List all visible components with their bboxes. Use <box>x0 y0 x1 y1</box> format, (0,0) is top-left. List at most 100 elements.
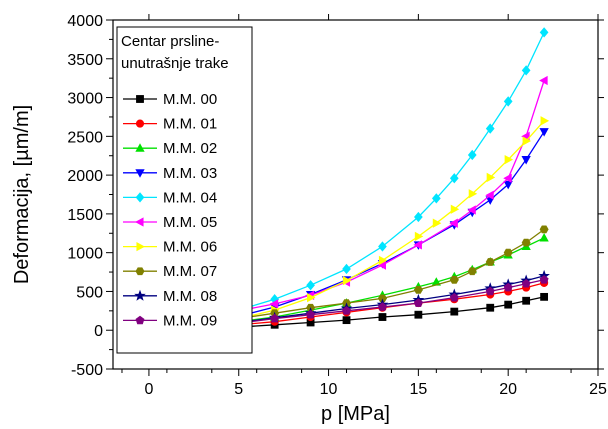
data-point <box>378 313 387 321</box>
data-point <box>503 248 513 257</box>
data-point <box>449 218 458 228</box>
data-point <box>414 310 423 319</box>
data-point <box>270 313 280 323</box>
legend-marker <box>135 119 145 128</box>
data-point <box>540 292 549 301</box>
data-point <box>539 225 549 234</box>
legend-label: M.M. 07 <box>163 263 217 280</box>
data-point <box>449 275 459 284</box>
data-point <box>449 173 459 184</box>
data-point <box>449 292 459 302</box>
legend-item: M.M. 09 <box>123 312 217 329</box>
data-point <box>342 306 351 315</box>
legend-label: M.M. 05 <box>163 214 217 231</box>
legend-item: M.M. 01 <box>123 116 217 133</box>
data-point <box>539 75 548 86</box>
data-point <box>378 255 388 266</box>
data-point <box>521 65 531 76</box>
y-tick-label: 2500 <box>67 129 103 146</box>
legend-item: M.M. 02 <box>123 140 217 157</box>
data-point <box>414 231 424 242</box>
legend-item: M.M. 04 <box>123 189 217 206</box>
data-point <box>539 27 549 38</box>
x-tick-label: 0 <box>144 381 153 398</box>
data-point <box>486 303 495 312</box>
legend-label: M.M. 06 <box>163 239 217 256</box>
data-point <box>468 189 478 199</box>
legend-box <box>116 26 253 354</box>
data-point <box>306 280 315 291</box>
legend-label: M.M. 01 <box>163 116 217 133</box>
axes: 0 5 10 15 20 25 -500 0 500 1000 1500 2000 2500 3000 35… <box>67 13 607 398</box>
series-layer <box>143 27 550 336</box>
y-tick-label: 2000 <box>67 168 103 185</box>
legend-marker <box>136 95 144 103</box>
x-axis-title: p [MPa] <box>321 403 390 425</box>
y-tick-label: -500 <box>71 362 103 379</box>
data-point <box>521 278 531 288</box>
data-point <box>378 241 387 252</box>
data-point <box>521 238 531 247</box>
data-point <box>414 211 423 223</box>
y-tick-label: 3000 <box>67 91 103 108</box>
legend-marker <box>135 169 145 178</box>
data-point <box>467 267 477 276</box>
data-point <box>467 149 477 161</box>
legend-marker <box>135 267 145 276</box>
data-point <box>504 154 514 165</box>
legend-label: M.M. 02 <box>163 140 217 157</box>
data-point <box>503 173 512 183</box>
legend-label: M.M. 09 <box>163 312 217 329</box>
data-point <box>539 232 549 242</box>
y-tick-label: 3500 <box>67 52 103 69</box>
data-point <box>377 302 387 311</box>
data-point <box>269 299 279 309</box>
data-point <box>540 116 550 126</box>
legend-marker <box>135 315 145 325</box>
data-point <box>485 286 495 296</box>
legend-label: M.M. 08 <box>163 288 217 305</box>
data-point <box>503 96 513 107</box>
legend-marker <box>135 192 145 203</box>
data-point <box>485 123 495 134</box>
y-tick-label: 1000 <box>67 246 103 263</box>
data-point <box>342 316 351 325</box>
data-point <box>486 172 496 183</box>
legend-label: M.M. 03 <box>163 165 217 182</box>
data-point <box>432 218 442 228</box>
data-point <box>342 275 352 286</box>
data-point <box>503 180 513 190</box>
data-point <box>504 300 513 309</box>
data-point <box>485 258 495 266</box>
data-point <box>342 263 351 275</box>
data-point <box>485 190 494 200</box>
data-point <box>522 136 532 146</box>
data-point <box>377 294 387 303</box>
y-tick-label: 1500 <box>67 207 103 224</box>
data-point <box>522 296 531 305</box>
legend-title: Centar prsline- <box>121 33 219 50</box>
data-point <box>413 286 423 294</box>
data-point <box>450 204 460 214</box>
x-tick-label: 20 <box>499 381 517 398</box>
data-point <box>306 310 316 319</box>
legend-item: M.M. 00 <box>123 91 217 108</box>
legend-item: M.M. 06 <box>123 239 217 256</box>
y-tick-label: 4000 <box>67 13 103 30</box>
data-point <box>431 193 441 204</box>
legend-title: unutrašnje trake <box>121 55 229 72</box>
data-point <box>450 307 459 316</box>
legend-marker <box>135 217 144 227</box>
data-point <box>307 293 316 303</box>
legend-label: M.M. 00 <box>163 91 217 108</box>
data-point <box>503 282 513 292</box>
y-tick-label: 0 <box>94 323 103 340</box>
legend-marker <box>136 241 145 252</box>
legend-marker <box>134 289 146 301</box>
data-point <box>467 205 476 215</box>
data-point <box>413 298 423 307</box>
y-axis-title: Deformacija, [µm/m] <box>11 105 33 284</box>
y-tick-label: 500 <box>76 284 103 301</box>
x-tick-label: 15 <box>409 381 427 398</box>
x-tick-label: 25 <box>589 381 607 398</box>
